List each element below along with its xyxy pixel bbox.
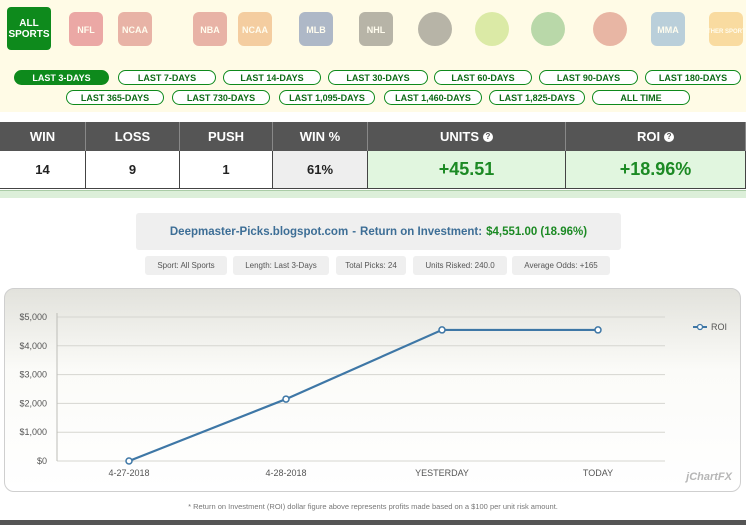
x-tick-label: 4-27-2018 bbox=[108, 468, 149, 478]
period-tab[interactable]: LAST 1,825-DAYS bbox=[489, 90, 585, 105]
svg-text:OTHER SPORTS: OTHER SPORTS bbox=[706, 29, 746, 35]
svg-text:NCAA: NCAA bbox=[122, 25, 148, 35]
pill-average-odds: Average Odds: +165 bbox=[512, 256, 610, 275]
header-units: UNITS? bbox=[368, 122, 566, 151]
pill-sport: Sport: All Sports bbox=[145, 256, 227, 275]
roi-separator: - bbox=[352, 225, 357, 238]
header-roi: ROI? bbox=[566, 122, 746, 151]
period-tab[interactable]: LAST 730-DAYS bbox=[172, 90, 270, 105]
value-roi: +18.96% bbox=[566, 151, 746, 189]
x-tick-label: 4-28-2018 bbox=[265, 468, 306, 478]
svg-text:NFL: NFL bbox=[77, 25, 95, 35]
legend-marker bbox=[696, 323, 704, 331]
x-tick-label: YESTERDAY bbox=[415, 468, 469, 478]
all-sports-label-1: ALL bbox=[19, 17, 39, 29]
nhl-icon[interactable]: NHL bbox=[356, 6, 396, 52]
data-point bbox=[594, 326, 602, 334]
value-push: 1 bbox=[180, 151, 273, 189]
legend-label: ROI bbox=[711, 322, 727, 332]
period-tab[interactable]: LAST 1,460-DAYS bbox=[384, 90, 482, 105]
roi-summary: Deepmaster-Picks.blogspot.com - Return o… bbox=[136, 213, 621, 250]
period-tab[interactable]: LAST 1,095-DAYS bbox=[279, 90, 375, 105]
boxing-icon[interactable] bbox=[590, 6, 630, 52]
roi-chart-panel: $0 $1,000 $2,000 $3,000 $4,000 $5,000 4-27-201… bbox=[4, 288, 741, 492]
all-sports-label-2: SPORTS bbox=[8, 28, 50, 40]
pill-length: Length: Last 3-Days bbox=[233, 256, 329, 275]
roi-chart: $0 $1,000 $2,000 $3,000 $4,000 $5,000 4-27-201… bbox=[19, 312, 727, 478]
y-tick-label: $1,000 bbox=[19, 427, 47, 437]
period-tab[interactable]: LAST 365-DAYS bbox=[66, 90, 164, 105]
period-tab[interactable]: LAST 3-DAYS bbox=[14, 70, 109, 85]
help-icon[interactable]: ? bbox=[664, 131, 675, 142]
footnote: * Return on Investment (ROI) dollar figu… bbox=[188, 502, 558, 511]
series-line bbox=[128, 328, 598, 463]
svg-text:NBA: NBA bbox=[200, 25, 220, 35]
x-tick-label: TODAY bbox=[583, 468, 613, 478]
roi-label: Return on Investment: bbox=[360, 225, 483, 238]
header-win-percent: WIN % bbox=[273, 122, 368, 151]
roi-value: $4,551.00 (18.96%) bbox=[486, 225, 588, 238]
header-loss: LOSS bbox=[86, 122, 180, 151]
svg-text:MMA: MMA bbox=[657, 25, 679, 35]
svg-text:NHL: NHL bbox=[367, 25, 386, 35]
header-win: WIN bbox=[0, 122, 86, 151]
mlb-icon[interactable]: MLB bbox=[296, 6, 336, 52]
period-tab[interactable]: LAST 60-DAYS bbox=[434, 70, 532, 85]
value-loss: 9 bbox=[86, 151, 180, 189]
svg-text:NCAA: NCAA bbox=[242, 25, 268, 35]
period-tab[interactable]: LAST 90-DAYS bbox=[539, 70, 638, 85]
period-tab[interactable]: ALL TIME bbox=[592, 90, 690, 105]
site-name[interactable]: Deepmaster-Picks.blogspot.com bbox=[169, 225, 349, 238]
golf-icon[interactable] bbox=[528, 6, 568, 52]
svg-text:MLB: MLB bbox=[306, 25, 326, 35]
stats-divider bbox=[0, 190, 746, 198]
nba-icon[interactable]: NBA bbox=[190, 6, 230, 52]
period-tab[interactable]: LAST 14-DAYS bbox=[223, 70, 321, 85]
data-point bbox=[282, 395, 290, 403]
data-point bbox=[125, 457, 133, 465]
y-tick-label: $4,000 bbox=[19, 341, 47, 351]
pill-units-risked: Units Risked: 240.0 bbox=[413, 256, 507, 275]
period-tab[interactable]: LAST 7-DAYS bbox=[118, 70, 216, 85]
stats-table: WIN LOSS PUSH WIN % UNITS? ROI? 14 9 1 6… bbox=[0, 122, 746, 190]
period-tab[interactable]: LAST 180-DAYS bbox=[645, 70, 741, 85]
period-tab[interactable]: LAST 30-DAYS bbox=[328, 70, 428, 85]
other-sports-icon[interactable]: OTHER SPORTS bbox=[706, 6, 746, 52]
nfl-icon[interactable]: NFL bbox=[66, 6, 106, 52]
soccer-icon[interactable] bbox=[415, 6, 455, 52]
mma-icon[interactable]: MMA bbox=[648, 6, 688, 52]
y-tick-label: $3,000 bbox=[19, 370, 47, 380]
chart-branding: jChartFX bbox=[686, 471, 732, 483]
period-tabs: LAST 3-DAYS LAST 7-DAYS LAST 14-DAYS LAST 3… bbox=[0, 62, 746, 112]
value-win-percent: 61% bbox=[273, 151, 368, 189]
value-win: 14 bbox=[0, 151, 86, 189]
bottom-bar bbox=[0, 520, 746, 525]
y-tick-label: $2,000 bbox=[19, 398, 47, 408]
ncaa-football-icon[interactable]: NCAA bbox=[115, 6, 155, 52]
header-push: PUSH bbox=[180, 122, 273, 151]
help-icon[interactable]: ? bbox=[483, 131, 493, 142]
y-tick-label: $0 bbox=[37, 456, 47, 466]
all-sports-button[interactable]: ALL SPORTS bbox=[7, 7, 51, 50]
ncaa-basketball-icon[interactable]: NCAA bbox=[235, 6, 275, 52]
sports-bar: ALL SPORTS NFL NCAA NBA NCAA MLB NHL MMA OTHER … bbox=[0, 0, 746, 62]
value-units: +45.51 bbox=[368, 151, 566, 189]
data-point bbox=[438, 326, 446, 334]
tennis-icon[interactable] bbox=[472, 6, 512, 52]
y-tick-label: $5,000 bbox=[19, 312, 47, 322]
pill-total-picks: Total Picks: 24 bbox=[336, 256, 406, 275]
